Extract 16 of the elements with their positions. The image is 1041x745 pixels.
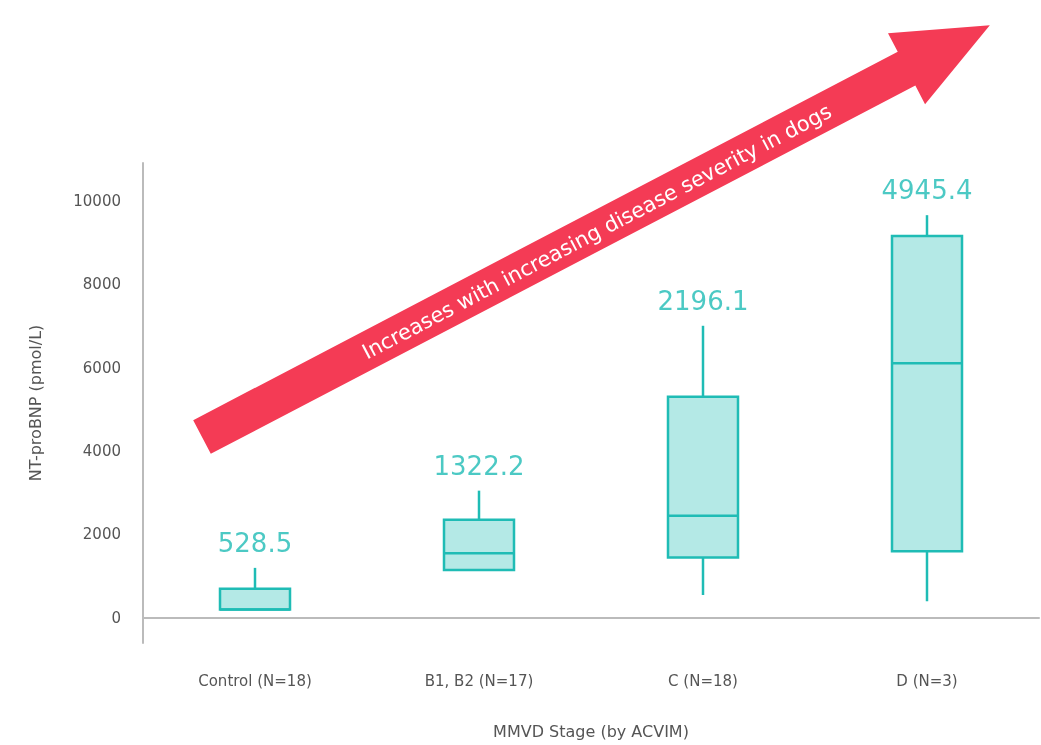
y-tick-label: 4000: [82, 442, 121, 460]
y-tick-label: 6000: [82, 358, 121, 377]
y-tick-label: 2000: [82, 525, 121, 544]
annotation: 1322.2: [433, 450, 525, 481]
y-tick-label: 8000: [82, 275, 121, 294]
y-tick-label: 10000: [73, 191, 121, 210]
x-tick-label: C (N=18): [668, 671, 738, 690]
x-axis-title: MMVD Stage (by ACVIM): [493, 721, 689, 741]
x-tick-label: Control (N=18): [198, 671, 312, 690]
annotation: 2196.1: [657, 285, 749, 316]
y-axis-title: NT-proBNP (pmol/L): [25, 324, 45, 482]
y-tick-label: 0: [111, 608, 121, 627]
annotation: 528.5: [217, 527, 293, 558]
x-tick-label: B1, B2 (N=17): [424, 671, 534, 690]
annotation: 4945.4: [881, 175, 973, 206]
x-tick-label: D (N=3): [896, 671, 958, 690]
